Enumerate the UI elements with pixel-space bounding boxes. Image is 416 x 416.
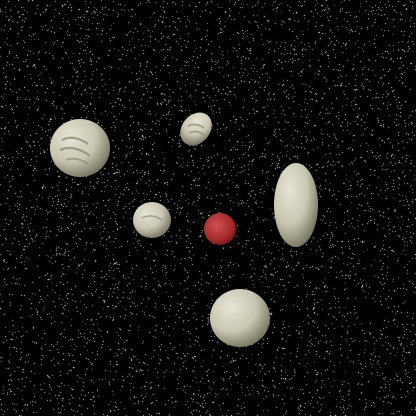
starfield-background [0, 0, 416, 416]
game-viewport[interactable] [0, 0, 416, 416]
